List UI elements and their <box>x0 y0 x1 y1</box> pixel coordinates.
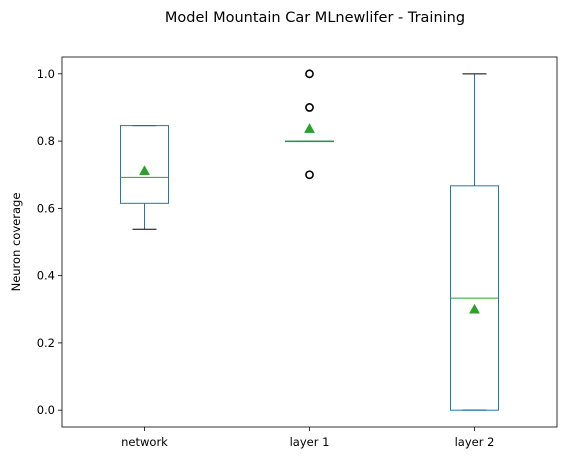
y-tick-label: 0.0 <box>37 403 55 417</box>
mean-marker <box>139 165 150 175</box>
plot-area: 0.0 0.2 0.4 0.6 0.8 1.0 network layer 1 layer 2 <box>37 56 558 449</box>
y-axis-label: Neuron coverage <box>9 193 23 292</box>
chart-title: Model Mountain Car MLnewlifer - Training <box>165 10 465 26</box>
y-tick-label: 0.4 <box>37 269 55 283</box>
x-tick-label: network <box>121 435 168 449</box>
mean-marker <box>304 123 315 133</box>
y-tick-label: 0.8 <box>37 134 55 148</box>
plot-frame <box>61 56 558 428</box>
outlier-point <box>305 103 314 112</box>
box <box>120 125 169 204</box>
y-tick-label: 1.0 <box>37 67 55 81</box>
outlier-point <box>305 69 314 79</box>
mean-marker <box>469 303 480 314</box>
outlier-point <box>305 170 314 180</box>
y-tick-label: 0.2 <box>37 336 55 350</box>
x-tick-label: layer 2 <box>455 435 495 449</box>
y-tick-label: 0.6 <box>37 201 55 215</box>
x-tick-label: layer 1 <box>290 435 330 449</box>
